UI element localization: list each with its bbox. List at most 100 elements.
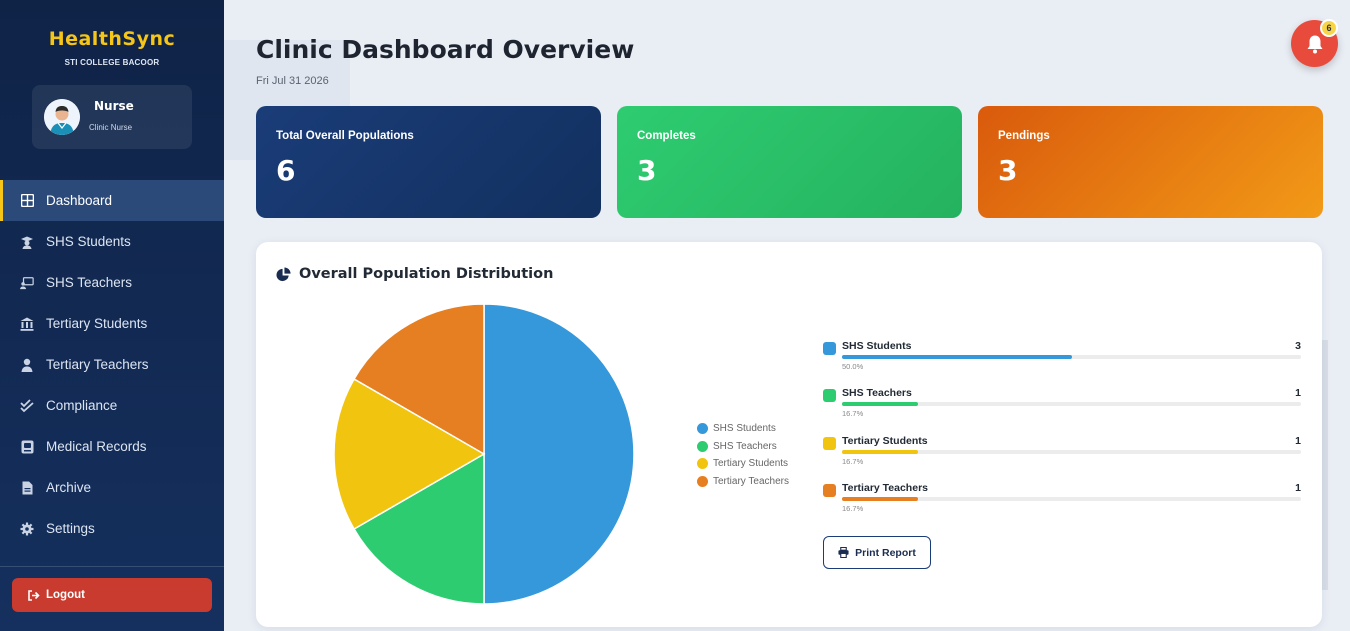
current-date: Fri Jul 31 2026 bbox=[256, 75, 329, 87]
stat-category-name: SHS Teachers bbox=[842, 387, 912, 400]
notification-button[interactable] bbox=[1291, 20, 1338, 67]
stat-progress-track bbox=[842, 355, 1301, 359]
legend-entry: Tertiary Students bbox=[697, 455, 789, 473]
printer-icon bbox=[838, 547, 849, 558]
notification-count-badge: 6 bbox=[1320, 19, 1338, 37]
file-icon bbox=[20, 481, 34, 495]
bell-icon bbox=[1307, 35, 1322, 53]
sidebar-item-label: Archive bbox=[46, 480, 92, 495]
legend-entry: SHS Teachers bbox=[697, 438, 789, 456]
logout-button[interactable]: Logout bbox=[12, 578, 212, 612]
legend-label: SHS Students bbox=[713, 423, 776, 435]
sidebar-item-settings[interactable]: Settings bbox=[0, 508, 224, 549]
stat-percent: 16.7% bbox=[842, 409, 864, 419]
stat-percent: 16.7% bbox=[842, 503, 864, 513]
stat-card-label: Pendings bbox=[998, 130, 1050, 142]
stat-category-count: 3 bbox=[1295, 340, 1301, 352]
stat-category-name: Tertiary Teachers bbox=[842, 481, 928, 494]
stat-percent: 16.7% bbox=[842, 456, 864, 466]
legend-swatch bbox=[697, 440, 708, 452]
stat-category-count: 1 bbox=[1295, 387, 1301, 400]
sidebar-item-compliance[interactable]: Compliance bbox=[0, 385, 224, 426]
logout-label: Logout bbox=[46, 589, 85, 601]
page-title: Clinic Dashboard Overview bbox=[256, 35, 635, 64]
stat-percent: 50.0% bbox=[842, 362, 864, 371]
sidebar-item-label: Compliance bbox=[46, 398, 118, 413]
legend-swatch bbox=[697, 423, 708, 435]
profile-role: Clinic Nurse bbox=[89, 123, 133, 132]
stat-swatch bbox=[823, 483, 836, 497]
legend-swatch bbox=[697, 476, 708, 488]
sidebar-item-label: Tertiary Teachers bbox=[46, 357, 149, 372]
legend-label: Tertiary Students bbox=[713, 458, 789, 470]
sidebar-item-medical-records[interactable]: Medical Records bbox=[0, 426, 224, 467]
dashboard-icon bbox=[20, 194, 34, 208]
records-icon bbox=[20, 440, 34, 454]
pie-chart-svg bbox=[333, 303, 635, 605]
sidebar-item-label: SHS Teachers bbox=[46, 275, 133, 290]
sidebar-item-label: Settings bbox=[46, 521, 95, 536]
distribution-panel: Overall Population Distribution SHS Stud… bbox=[256, 242, 1322, 627]
sidebar-item-label: Medical Records bbox=[46, 439, 147, 454]
double-check-icon bbox=[20, 398, 34, 413]
print-report-label: Print Report bbox=[855, 546, 916, 559]
brand: HealthSync STI COLLEGE BACOOR bbox=[0, 0, 224, 67]
stat-swatch bbox=[823, 436, 836, 450]
pie-slice-tertiary-teachers[interactable] bbox=[353, 303, 485, 456]
sidebar-item-archive[interactable]: Archive bbox=[0, 467, 224, 508]
stat-progress-track bbox=[842, 449, 1301, 454]
pie-slice-tertiary-students[interactable] bbox=[333, 377, 486, 531]
user-icon bbox=[20, 358, 34, 372]
user-profile-card[interactable]: Nurse Clinic Nurse bbox=[32, 85, 192, 149]
pie-chart bbox=[332, 302, 636, 611]
background-shadow bbox=[1322, 340, 1328, 590]
stat-swatch bbox=[823, 342, 836, 355]
brand-title: HealthSync bbox=[48, 28, 176, 50]
print-report-button[interactable]: Print Report bbox=[823, 536, 931, 569]
pie-slice-shs-teachers[interactable] bbox=[353, 452, 485, 605]
sidebar-item-tertiary-teachers[interactable]: Tertiary Teachers bbox=[0, 344, 224, 385]
stat-progress-track bbox=[842, 402, 1301, 407]
stat-card-label: Total Overall Populations bbox=[276, 130, 414, 142]
stat-progress-fill bbox=[842, 496, 919, 501]
stat-progress-fill bbox=[842, 355, 1072, 359]
stat-category-count: 1 bbox=[1295, 434, 1301, 447]
stat-swatch bbox=[823, 389, 836, 403]
sidebar-divider bbox=[0, 566, 224, 567]
stat-card-value: 3 bbox=[998, 154, 1018, 187]
stat-card-completes: Completes 3 bbox=[617, 106, 962, 218]
sidebar-nav: Dashboard SHS Students SHS Teachers Tert… bbox=[0, 180, 224, 549]
legend-label: Tertiary Teachers bbox=[713, 476, 789, 488]
brand-subtitle: STI COLLEGE BACOOR bbox=[64, 58, 160, 67]
sidebar-item-dashboard[interactable]: Dashboard bbox=[0, 180, 224, 221]
graduate-icon bbox=[20, 235, 34, 249]
stat-category-name: Tertiary Students bbox=[842, 434, 928, 447]
teacher-icon bbox=[20, 276, 34, 290]
gear-icon bbox=[20, 522, 34, 536]
stat-card-pendings: Pendings 3 bbox=[978, 106, 1323, 218]
sidebar-item-shs-teachers[interactable]: SHS Teachers bbox=[0, 262, 224, 303]
legend-entry: SHS Students bbox=[697, 420, 789, 438]
stat-progress-fill bbox=[842, 402, 919, 407]
sidebar-item-shs-students[interactable]: SHS Students bbox=[0, 221, 224, 262]
panel-title-text: Overall Population Distribution bbox=[299, 266, 554, 282]
avatar bbox=[44, 99, 80, 135]
legend-swatch bbox=[697, 458, 708, 470]
stat-progress-track bbox=[842, 496, 1301, 501]
sidebar-item-label: Tertiary Students bbox=[46, 316, 148, 331]
legend-entry: Tertiary Teachers bbox=[697, 473, 789, 491]
stat-row: SHS Students 3 50.0% bbox=[823, 340, 1301, 387]
sidebar-item-tertiary-students[interactable]: Tertiary Students bbox=[0, 303, 224, 344]
distribution-stats: SHS Students 3 50.0% SHS Teachers 1 16.7% Tert… bbox=[823, 340, 1301, 529]
stat-card-value: 6 bbox=[276, 154, 296, 187]
pie-slice-shs-students[interactable] bbox=[483, 303, 635, 605]
stat-card-value: 3 bbox=[637, 154, 657, 187]
pie-chart-icon bbox=[276, 266, 291, 281]
profile-name: Nurse bbox=[94, 99, 134, 113]
sidebar-item-label: Dashboard bbox=[46, 193, 113, 208]
chart-legend: SHS Students SHS Teachers Tertiary Student… bbox=[697, 420, 789, 490]
stat-row: Tertiary Students 1 16.7% bbox=[823, 435, 1301, 482]
stat-progress-fill bbox=[842, 449, 919, 454]
stat-row: SHS Teachers 1 16.7% bbox=[823, 387, 1301, 434]
stat-row: Tertiary Teachers 1 16.7% bbox=[823, 482, 1301, 529]
